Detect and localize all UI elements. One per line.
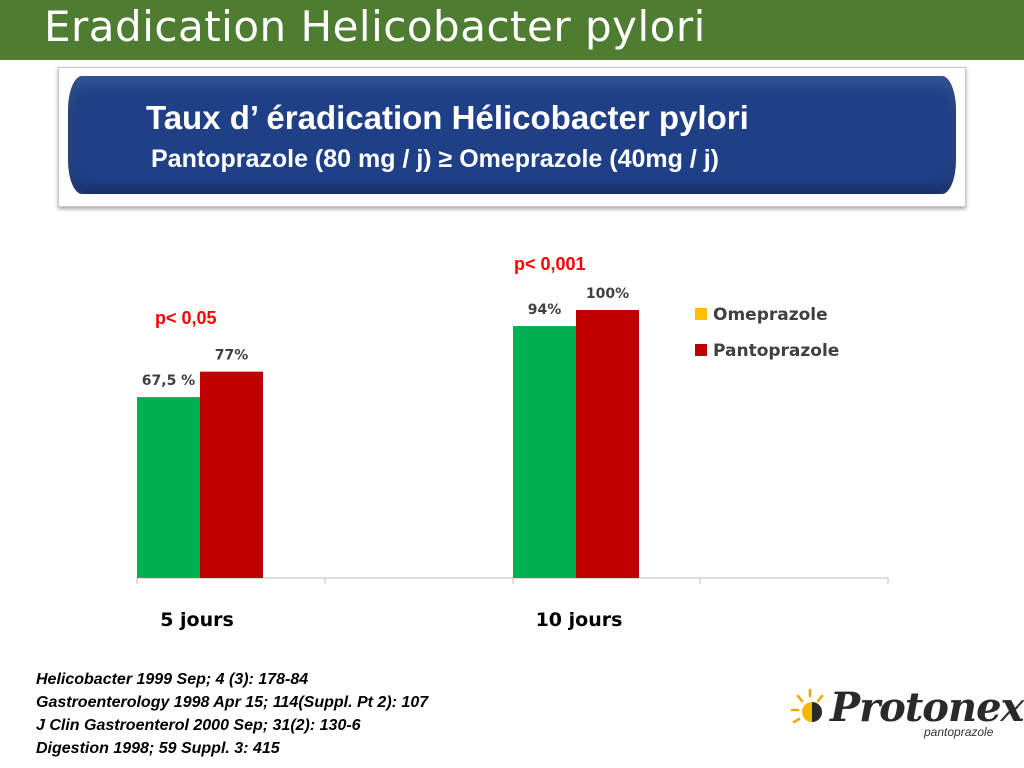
- legend-swatch: [695, 308, 707, 320]
- bar-pantoprazole-1: [576, 310, 639, 578]
- significance-annotation: p< 0,001: [514, 254, 586, 274]
- legend-label: Omeprazole: [713, 305, 828, 325]
- logo-wordmark: Protonex: [830, 684, 1024, 731]
- data-label: 94%: [528, 302, 562, 318]
- protonex-logo: Protonex pantoprazole: [790, 684, 1024, 744]
- legend-label: Pantoprazole: [713, 341, 839, 361]
- references: Helicobacter 1999 Sep; 4 (3): 178-84 Gas…: [36, 668, 428, 760]
- legend-swatch: [695, 344, 707, 356]
- reference-item: Digestion 1998; 59 Suppl. 3: 415: [36, 740, 280, 757]
- bar-pantoprazole-0: [200, 371, 263, 578]
- category-label: 10 jours: [536, 609, 623, 631]
- bar-omeprazole-1: [513, 326, 576, 578]
- data-label: 100%: [586, 286, 629, 302]
- bar-omeprazole-0: [137, 397, 200, 578]
- sun-icon: [790, 688, 824, 724]
- logo-subtitle: pantoprazole: [924, 725, 994, 739]
- banner: [68, 76, 956, 194]
- data-label: 67,5 %: [142, 373, 195, 389]
- title-bar: [0, 0, 1024, 60]
- reference-item: Gastroenterology 1998 Apr 15; 114(Suppl.…: [36, 694, 429, 711]
- banner-heading: Taux d’ éradication Hélicobacter pylori: [146, 99, 749, 136]
- slide-title: Eradication Helicobacter pylori: [44, 2, 706, 51]
- reference-item: J Clin Gastroenterol 2000 Sep; 31(2): 13…: [36, 717, 361, 734]
- significance-annotation: p< 0,05: [155, 308, 217, 328]
- banner-subheading: Pantoprazole (80 mg / j) ≥ Omeprazole (4…: [151, 145, 720, 173]
- reference-item: Helicobacter 1999 Sep; 4 (3): 178-84: [36, 671, 309, 688]
- category-label: 5 jours: [160, 609, 234, 631]
- data-label: 77%: [215, 348, 249, 364]
